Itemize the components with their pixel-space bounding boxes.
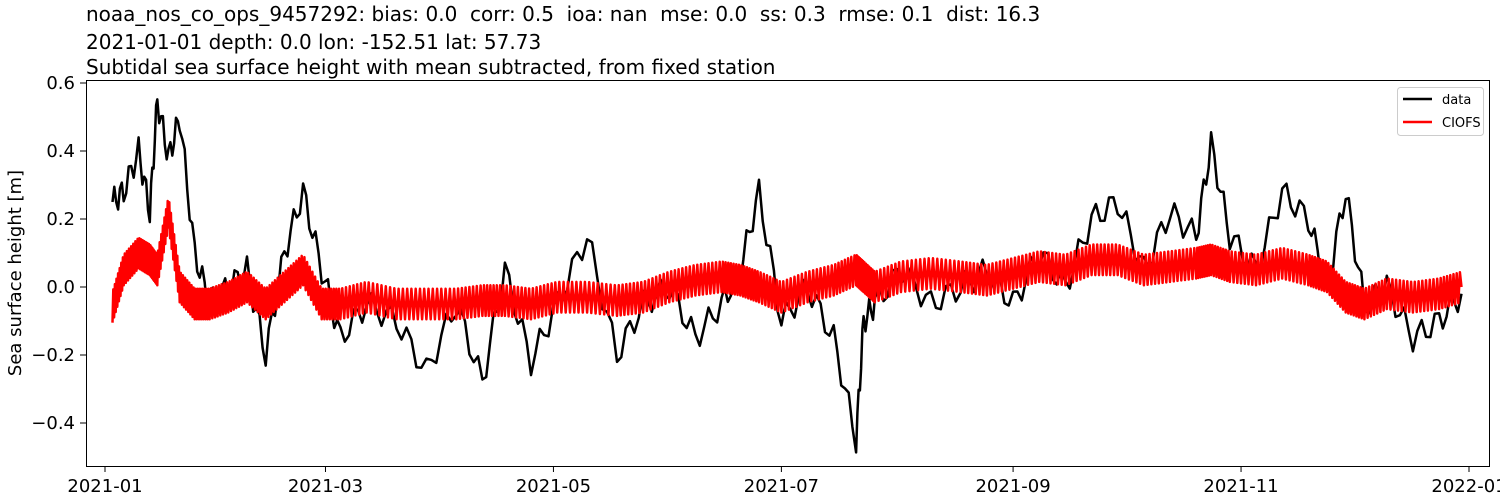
x-tick-label: 2022-01 (1431, 476, 1500, 497)
chart-title-stats: noaa_nos_co_ops_9457292: bias: 0.0 corr:… (86, 2, 1041, 26)
series-line-ciofs (111, 199, 1463, 323)
x-tick-label: 2021-03 (288, 476, 363, 497)
y-tick-label: −0.4 (31, 413, 75, 434)
chart-title-location: 2021-01-01 depth: 0.0 lon: -152.51 lat: … (86, 30, 542, 54)
y-axis: −0.4 −0.2 0.0 0.2 0.4 0.6 (31, 73, 86, 434)
y-tick-label: −0.2 (31, 345, 75, 366)
x-tick-label: 2021-07 (744, 476, 819, 497)
legend-data-label: data (1442, 93, 1471, 108)
legend-ciofs-label: CIOFS (1442, 116, 1481, 131)
chart-title-description: Subtidal sea surface height with mean su… (86, 55, 776, 79)
x-axis: 2021-01 2021-03 2021-05 2021-07 2021-09 2021-… (67, 466, 1500, 497)
y-tick-label: 0.4 (46, 141, 75, 162)
y-tick-label: 0.0 (46, 277, 75, 298)
axes-frame (86, 80, 1490, 467)
x-tick-label: 2021-11 (1203, 476, 1278, 497)
y-axis-label: Sea surface height [m] (5, 170, 26, 376)
y-tick-label: 0.2 (46, 209, 75, 230)
x-tick-label: 2021-01 (67, 476, 142, 497)
legend: data CIOFS (1397, 87, 1484, 136)
x-tick-label: 2021-05 (516, 476, 591, 497)
x-tick-label: 2021-09 (975, 476, 1050, 497)
plot-area (111, 98, 1463, 454)
y-tick-label: 0.6 (46, 73, 75, 94)
